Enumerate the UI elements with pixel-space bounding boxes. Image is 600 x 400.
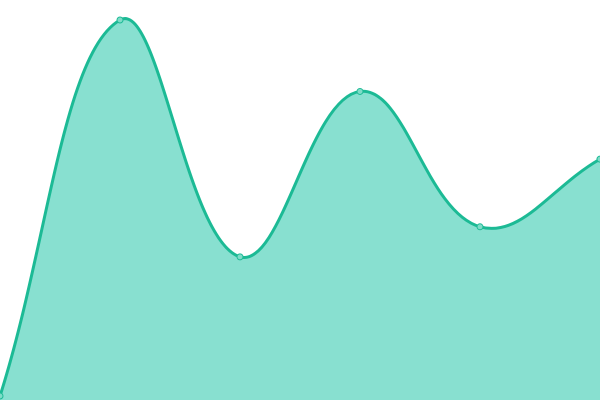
- data-point-2[interactable]: [236, 253, 244, 261]
- data-point-5[interactable]: [596, 155, 600, 163]
- data-point-4[interactable]: [476, 223, 484, 231]
- data-point-0[interactable]: [0, 392, 4, 400]
- data-point-1[interactable]: [116, 16, 124, 24]
- data-point-3[interactable]: [356, 87, 364, 95]
- area-fill: [0, 18, 600, 400]
